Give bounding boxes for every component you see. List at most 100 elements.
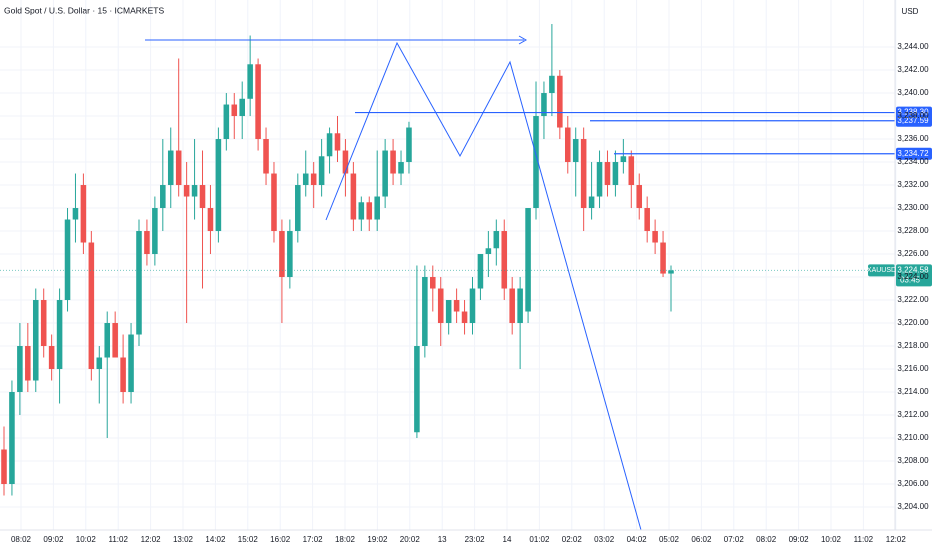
candle-body	[501, 231, 508, 289]
candle-body	[247, 64, 253, 99]
candle-body	[199, 185, 206, 209]
x-tick-label: 10:02	[821, 535, 842, 544]
x-tick-label: 08:02	[11, 535, 32, 544]
y-tick-label: 3,206.00	[897, 479, 929, 488]
candles	[1, 24, 674, 496]
candle-body	[533, 116, 539, 209]
arrow-head	[518, 35, 528, 45]
y-tick-label: 3,212.00	[897, 410, 929, 419]
candle-body	[477, 254, 484, 289]
candle-body	[136, 231, 142, 335]
candle-body	[64, 219, 71, 301]
x-tick-label: 17:02	[303, 535, 324, 544]
candle-body	[255, 64, 261, 140]
y-tick-label: 3,218.00	[897, 341, 929, 350]
candle-body	[652, 231, 658, 243]
x-tick-label: 06:02	[691, 535, 712, 544]
candle-body	[572, 139, 579, 163]
candle-body	[430, 277, 436, 289]
candle-body	[493, 231, 500, 249]
candle-body	[318, 156, 325, 186]
x-tick-label: 23:02	[465, 535, 486, 544]
x-tick-label: 08:02	[756, 535, 777, 544]
x-tick-label: 04:02	[627, 535, 648, 544]
y-tick-label: 3,244.00	[897, 42, 929, 51]
candle-body	[175, 150, 182, 186]
chart-title: Gold Spot / U.S. Dollar · 15 · ICMARKETS	[4, 5, 164, 15]
candle-body	[40, 300, 47, 347]
x-tick-label: 05:02	[659, 535, 680, 544]
x-tick-label: 11:02	[108, 535, 128, 544]
candle-body	[160, 185, 166, 209]
x-tick-label: 13:02	[173, 535, 194, 544]
candle-body	[80, 185, 87, 243]
candle-body	[167, 150, 174, 186]
y-tick-label: 3,234.00	[897, 157, 929, 166]
candle-body	[271, 173, 277, 232]
candle-body	[56, 300, 63, 370]
y-tick-label: 3,220.00	[897, 318, 929, 327]
y-tick-label: 3,224.00	[897, 272, 929, 281]
candle-body	[644, 208, 650, 232]
candle-body	[398, 162, 404, 174]
candle-body	[620, 156, 627, 163]
candle-body	[239, 98, 245, 117]
candle-body	[215, 139, 222, 232]
candle-body	[207, 208, 214, 232]
candle-body	[144, 231, 150, 255]
drawings	[145, 35, 642, 531]
candle-body	[334, 133, 341, 151]
candle-body	[604, 162, 611, 186]
candle-body	[390, 150, 396, 174]
y-tick-label: 3,228.00	[897, 226, 929, 235]
candle-body	[17, 346, 23, 393]
candle-body	[580, 139, 587, 209]
level-label: 3,237.59	[897, 116, 929, 125]
candle-body	[517, 288, 523, 324]
symbol-label: XAUUSD	[867, 267, 896, 274]
candle-body	[120, 357, 126, 393]
levels: 3,238.303,237.59 3,234.72 XAUUSD 3,224.5803…	[0, 106, 932, 287]
candle-body	[326, 133, 333, 157]
candle-body	[72, 208, 79, 220]
candle-body	[96, 357, 103, 370]
candle-body	[128, 334, 134, 393]
candle-body	[414, 346, 420, 433]
candle-body	[152, 208, 158, 255]
level-tag	[896, 147, 932, 160]
candle-body	[231, 104, 238, 117]
candle-body	[302, 173, 309, 186]
price-tag	[896, 264, 932, 287]
y-tick-label: 3,214.00	[897, 387, 929, 396]
candle-body	[279, 231, 285, 278]
x-tick-label: 13	[438, 535, 447, 544]
candle-body	[588, 196, 595, 209]
countdown: 03:45	[900, 275, 921, 284]
candle-body	[112, 323, 118, 358]
candle-body	[596, 162, 603, 197]
candle-body	[612, 162, 619, 186]
candle-body	[660, 242, 666, 274]
candle-body	[406, 127, 412, 163]
candle-body	[636, 185, 643, 209]
x-tick-label: 20:02	[400, 535, 421, 544]
x-tick-label: 09:02	[43, 535, 64, 544]
x-tick-label: 14:02	[205, 535, 226, 544]
x-tick-label: 15:02	[238, 535, 259, 544]
candle-body	[223, 104, 230, 140]
x-tick-label: 16:02	[270, 535, 291, 544]
candle-body	[350, 173, 357, 220]
price-label: 3,224.58	[897, 265, 929, 274]
candle-body	[485, 248, 492, 255]
x-tick-label: 14	[503, 535, 512, 544]
candle-body	[295, 185, 301, 232]
candle-body	[287, 231, 293, 278]
level-label: 3,234.72	[897, 149, 929, 158]
x-tick-label: 02:02	[562, 535, 583, 544]
candle-body	[342, 150, 349, 174]
candle-body	[453, 300, 460, 312]
x-tick-label: 09:02	[789, 535, 810, 544]
candle-body	[422, 277, 428, 347]
